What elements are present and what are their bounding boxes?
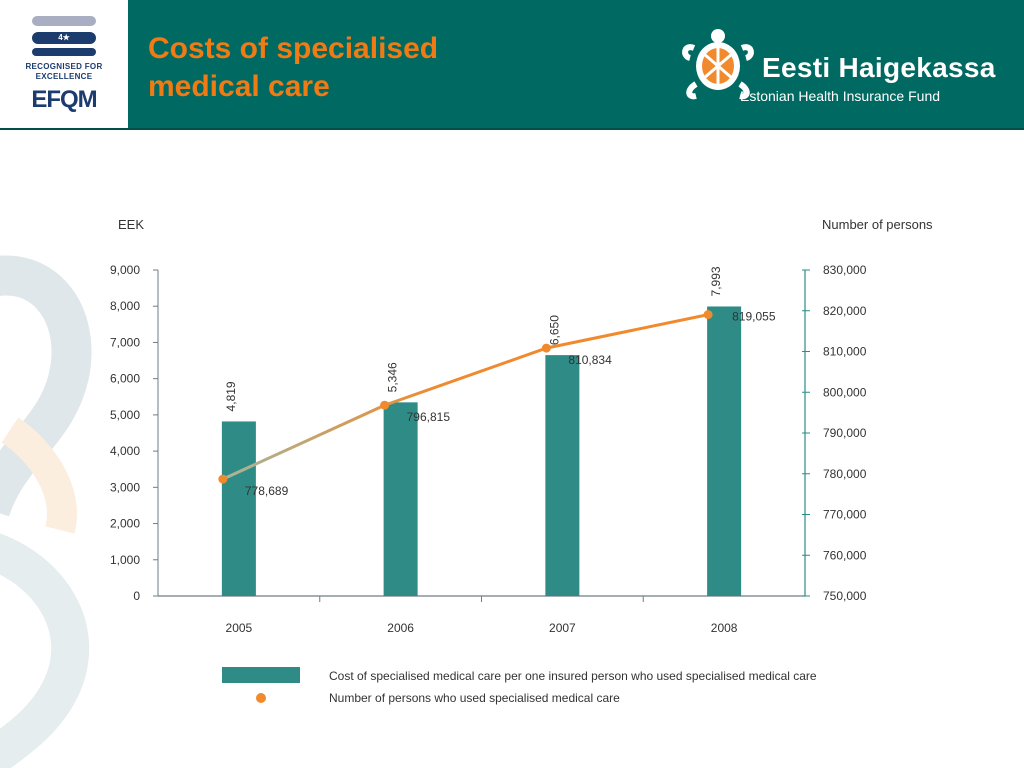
y-left-tick-label: 1,000 xyxy=(110,553,140,567)
x-tick-label: 2008 xyxy=(711,621,738,635)
line-data-label: 810,834 xyxy=(568,353,612,367)
y-left-tick-label: 2,000 xyxy=(110,517,140,531)
line-point xyxy=(541,343,551,353)
y-right-tick-label: 800,000 xyxy=(823,385,867,399)
bar xyxy=(707,306,742,596)
y-left-tick-label: 8,000 xyxy=(110,299,140,313)
header-band xyxy=(128,0,1024,128)
y-left-tick-label: 3,000 xyxy=(110,480,140,494)
efqm-recognised-text: RECOGNISED FOR xyxy=(25,62,103,71)
bar-data-label: 6,650 xyxy=(547,315,561,345)
y-right-tick-label: 770,000 xyxy=(823,508,867,522)
haigekassa-logo: Eesti Haigekassa Estonian Health Insuran… xyxy=(680,26,1000,106)
x-tick-label: 2005 xyxy=(226,621,253,635)
efqm-logo: 4★ RECOGNISED FOR EXCELLENCE EFQM xyxy=(18,14,110,118)
y-right-tick-label: 780,000 xyxy=(823,467,867,481)
y-right-tick-label: 750,000 xyxy=(823,589,867,603)
legend-line-marker xyxy=(256,693,266,703)
y-left-tick-label: 5,000 xyxy=(110,408,140,422)
header-divider xyxy=(0,128,1024,130)
bar-data-label: 4,819 xyxy=(224,381,238,411)
bar-data-label: 5,346 xyxy=(386,362,400,392)
page-title: Costs of specialised medical care xyxy=(148,32,439,103)
org-name: Eesti Haigekassa xyxy=(762,52,996,83)
efqm-logo-bar xyxy=(32,48,96,56)
y-left-axis-label: EEK xyxy=(118,217,144,232)
y-left-tick-label: 0 xyxy=(133,589,140,603)
y-right-tick-label: 820,000 xyxy=(823,304,867,318)
y-left-tick-label: 4,000 xyxy=(110,444,140,458)
efqm-logo-bar xyxy=(32,16,96,26)
efqm-wordmark: EFQM xyxy=(31,86,97,113)
line-data-label: 819,055 xyxy=(732,310,776,324)
bar xyxy=(545,355,580,596)
bar xyxy=(221,421,256,596)
y-left-tick-label: 7,000 xyxy=(110,335,140,349)
y-right-tick-label: 810,000 xyxy=(823,345,867,359)
line-point xyxy=(218,474,228,484)
bar-data-label: 7,993 xyxy=(709,266,723,296)
x-tick-label: 2006 xyxy=(387,621,414,635)
efqm-excellence-text: EXCELLENCE xyxy=(35,72,93,81)
turtle-logo-icon xyxy=(682,29,754,100)
efqm-star-badge: 4★ xyxy=(32,32,96,44)
y-left-tick-label: 6,000 xyxy=(110,372,140,386)
y-right-tick-label: 830,000 xyxy=(823,263,867,277)
line-point xyxy=(380,400,390,410)
x-tick-label: 2007 xyxy=(549,621,576,635)
y-left-tick-label: 9,000 xyxy=(110,263,140,277)
turtle-watermark-icon xyxy=(0,255,92,768)
line-data-label: 778,689 xyxy=(245,484,289,498)
y-right-axis-label: Number of persons xyxy=(822,217,933,232)
org-subtitle: Estonian Health Insurance Fund xyxy=(740,88,941,104)
line-data-label: 796,815 xyxy=(407,410,451,424)
series-line xyxy=(222,313,709,481)
y-right-tick-label: 790,000 xyxy=(823,426,867,440)
y-right-tick-label: 760,000 xyxy=(823,548,867,562)
line-point xyxy=(703,310,713,320)
bar xyxy=(383,402,418,596)
legend-bar-swatch xyxy=(222,667,300,683)
slide-header: 4★ RECOGNISED FOR EXCELLENCE EFQM Costs … xyxy=(0,0,1024,130)
legend-bar-label: Cost of specialised medical care per one… xyxy=(329,669,817,683)
legend-line-label: Number of persons who used specialised m… xyxy=(329,691,620,705)
